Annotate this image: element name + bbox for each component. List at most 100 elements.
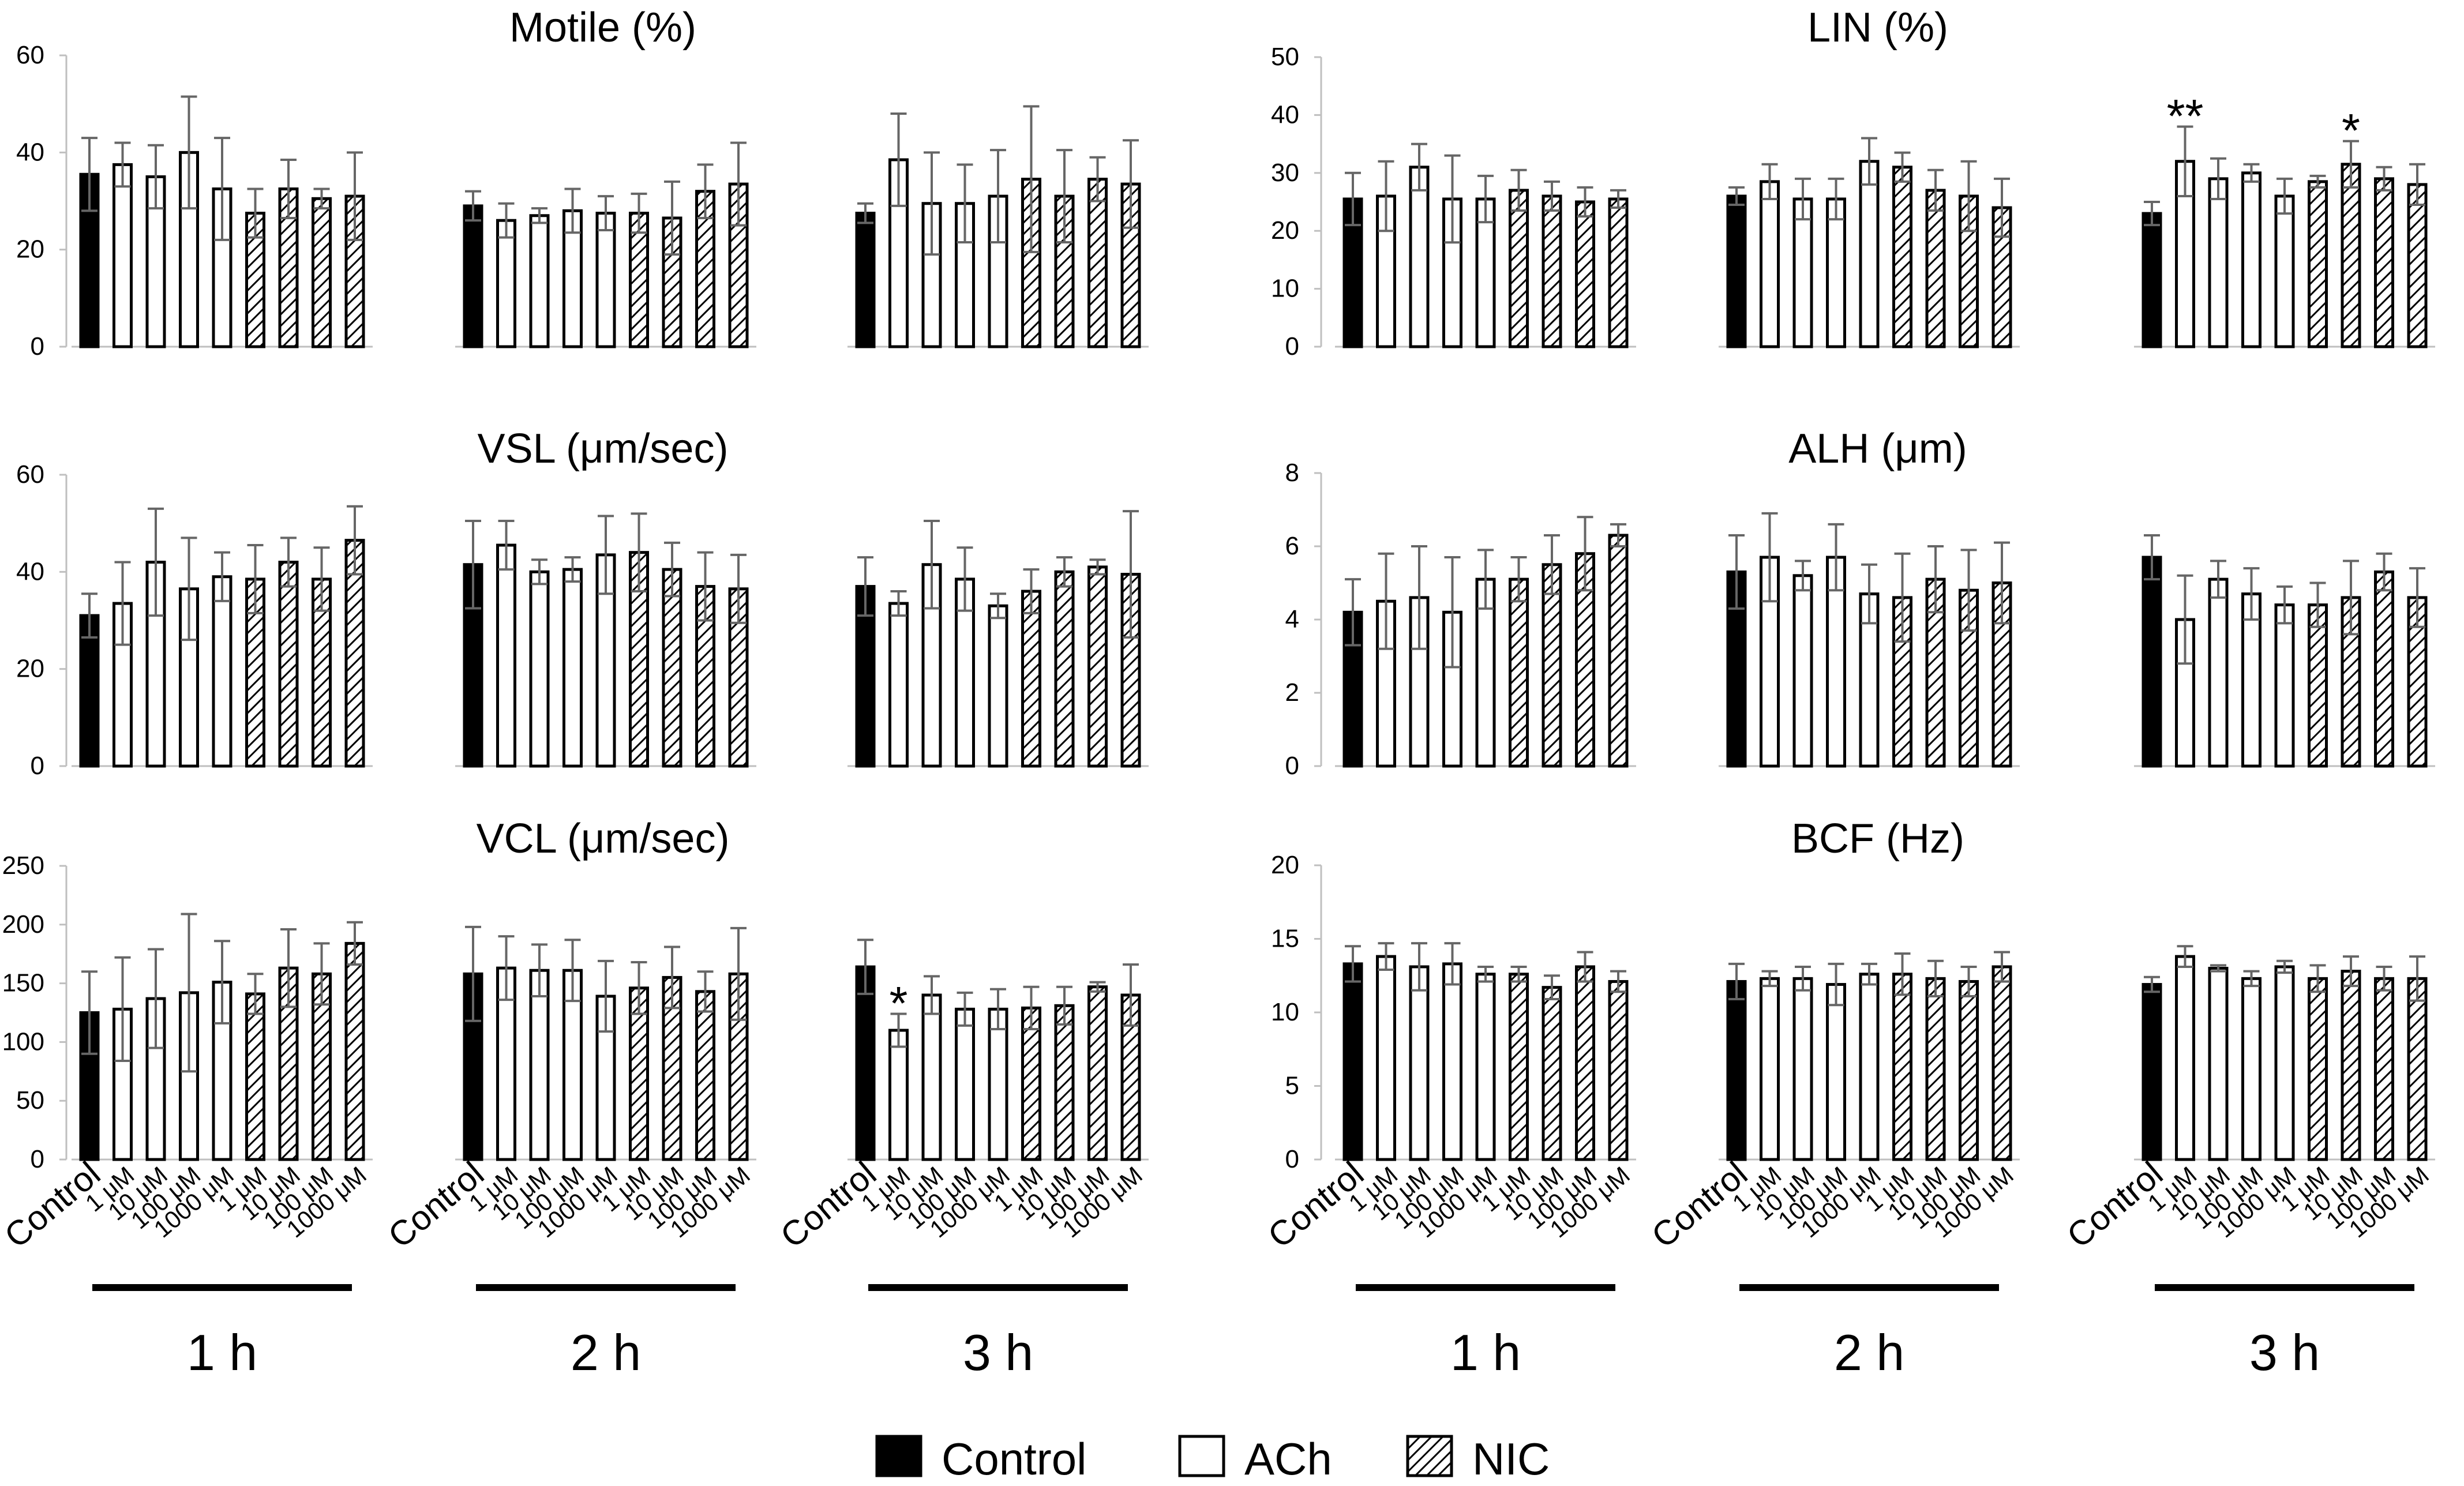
bar-ach	[496, 219, 516, 348]
y-tick-label: 4	[1285, 605, 1299, 633]
y-tick-label: 60	[16, 460, 44, 489]
bar-ach	[1792, 197, 1813, 348]
bar-nic	[1959, 980, 1979, 1161]
bar-ach	[1760, 977, 1780, 1161]
bar-ach	[529, 570, 550, 768]
y-tick-label: 0	[1285, 752, 1299, 780]
bar-ach	[2241, 977, 2262, 1161]
bar-nic	[1021, 1006, 1041, 1161]
y-tick-label: 15	[1271, 925, 1299, 953]
bar-ach	[1409, 166, 1430, 348]
bar-ach	[988, 1007, 1008, 1161]
bar-control	[2142, 212, 2162, 348]
legend-label-control: Control	[942, 1434, 1086, 1484]
y-tick-label: 100	[2, 1027, 44, 1056]
y-tick-label: 40	[1271, 100, 1299, 129]
y-tick-label: 5	[1285, 1072, 1299, 1100]
bar-ach	[1859, 973, 1880, 1161]
bar-nic	[695, 585, 715, 768]
y-tick-label: 0	[31, 332, 44, 361]
bar-ach	[562, 568, 583, 768]
chart-title: VCL (μm/sec)	[477, 816, 730, 862]
time-label: 3 h	[963, 1324, 1033, 1381]
bar-ach	[529, 969, 550, 1161]
bar-ach	[1475, 577, 1496, 768]
bar-ach	[2241, 171, 2262, 348]
y-tick-label: 30	[1271, 159, 1299, 187]
chart-title: VSL (μm/sec)	[478, 426, 729, 472]
legend-swatch-ach	[1178, 1435, 1225, 1477]
bar-nic	[1054, 570, 1075, 768]
bar-nic	[1542, 563, 1562, 768]
bar-nic	[2308, 977, 2328, 1161]
time-label: 3 h	[2249, 1324, 2320, 1381]
bar-ach	[212, 575, 232, 768]
y-tick-label: 20	[16, 655, 44, 683]
bar-ach	[1826, 983, 1846, 1161]
bar-ach	[2208, 577, 2229, 768]
bar-nic	[1608, 980, 1629, 1161]
y-tick-label: 50	[1271, 43, 1299, 71]
bar-ach	[888, 1029, 909, 1161]
y-tick-label: 50	[16, 1086, 44, 1114]
bar-ach	[496, 543, 516, 768]
bar-ach	[921, 993, 942, 1161]
chart-panel: VSL (μm/sec) 0 20 40 60	[16, 426, 1149, 780]
chart-title: BCF (Hz)	[1791, 816, 1964, 862]
bar-nic	[278, 561, 299, 768]
bar-nic	[1575, 200, 1595, 348]
bar-nic	[1608, 197, 1629, 348]
y-tick-label: 2	[1285, 678, 1299, 707]
bar-nic	[1925, 189, 1946, 348]
bar-ach	[1475, 197, 1496, 348]
bar-ach	[112, 163, 133, 348]
significance-marker: *	[2342, 105, 2360, 157]
bar-nic	[1054, 1004, 1075, 1161]
bar-nic	[1608, 534, 1629, 768]
bar-nic	[245, 992, 265, 1161]
bar-ach	[1409, 965, 1430, 1161]
y-tick-label: 0	[1285, 332, 1299, 361]
bar-ach	[955, 1007, 975, 1161]
significance-marker: **	[2167, 90, 2204, 142]
bar-nic	[1575, 965, 1595, 1161]
bar-ach	[1475, 973, 1496, 1161]
bar-ach	[1826, 197, 1846, 348]
bar-nic	[1021, 590, 1041, 768]
y-tick-label: 60	[16, 41, 44, 69]
y-tick-label: 150	[2, 969, 44, 997]
bar-nic	[1087, 565, 1108, 768]
y-tick-label: 0	[31, 752, 44, 780]
bar-nic	[1087, 985, 1108, 1161]
legend-swatch-nic	[1406, 1435, 1453, 1477]
bar-nic	[1542, 986, 1562, 1161]
y-tick-label: 20	[1271, 216, 1299, 245]
bar-nic	[1509, 973, 1529, 1161]
bar-nic	[1087, 178, 1108, 348]
bar-nic	[695, 990, 715, 1161]
bar-nic	[2308, 603, 2328, 768]
bar-nic	[1509, 577, 1529, 768]
chart-panel: ALH (μm) 0 2 4 6 8	[1285, 426, 2435, 780]
y-tick-label: 10	[1271, 275, 1299, 303]
bar-control	[1726, 194, 1747, 348]
bar-ach	[888, 602, 909, 768]
bar-nic	[2407, 977, 2428, 1161]
y-tick-label: 0	[1285, 1145, 1299, 1173]
bar-nic	[2407, 183, 2428, 348]
bar-nic	[2374, 977, 2394, 1161]
bar-nic	[344, 941, 365, 1161]
bar-ach	[1792, 574, 1813, 768]
bar-ach	[2274, 194, 2295, 348]
bar-ach	[529, 214, 550, 348]
bar-control	[2142, 983, 2162, 1161]
bar-ach	[1859, 160, 1880, 348]
chart-title: ALH (μm)	[1788, 426, 1967, 472]
bar-control	[855, 965, 876, 1161]
y-tick-label: 6	[1285, 532, 1299, 560]
bar-nic	[1509, 189, 1529, 348]
bar-control	[1726, 980, 1747, 1161]
